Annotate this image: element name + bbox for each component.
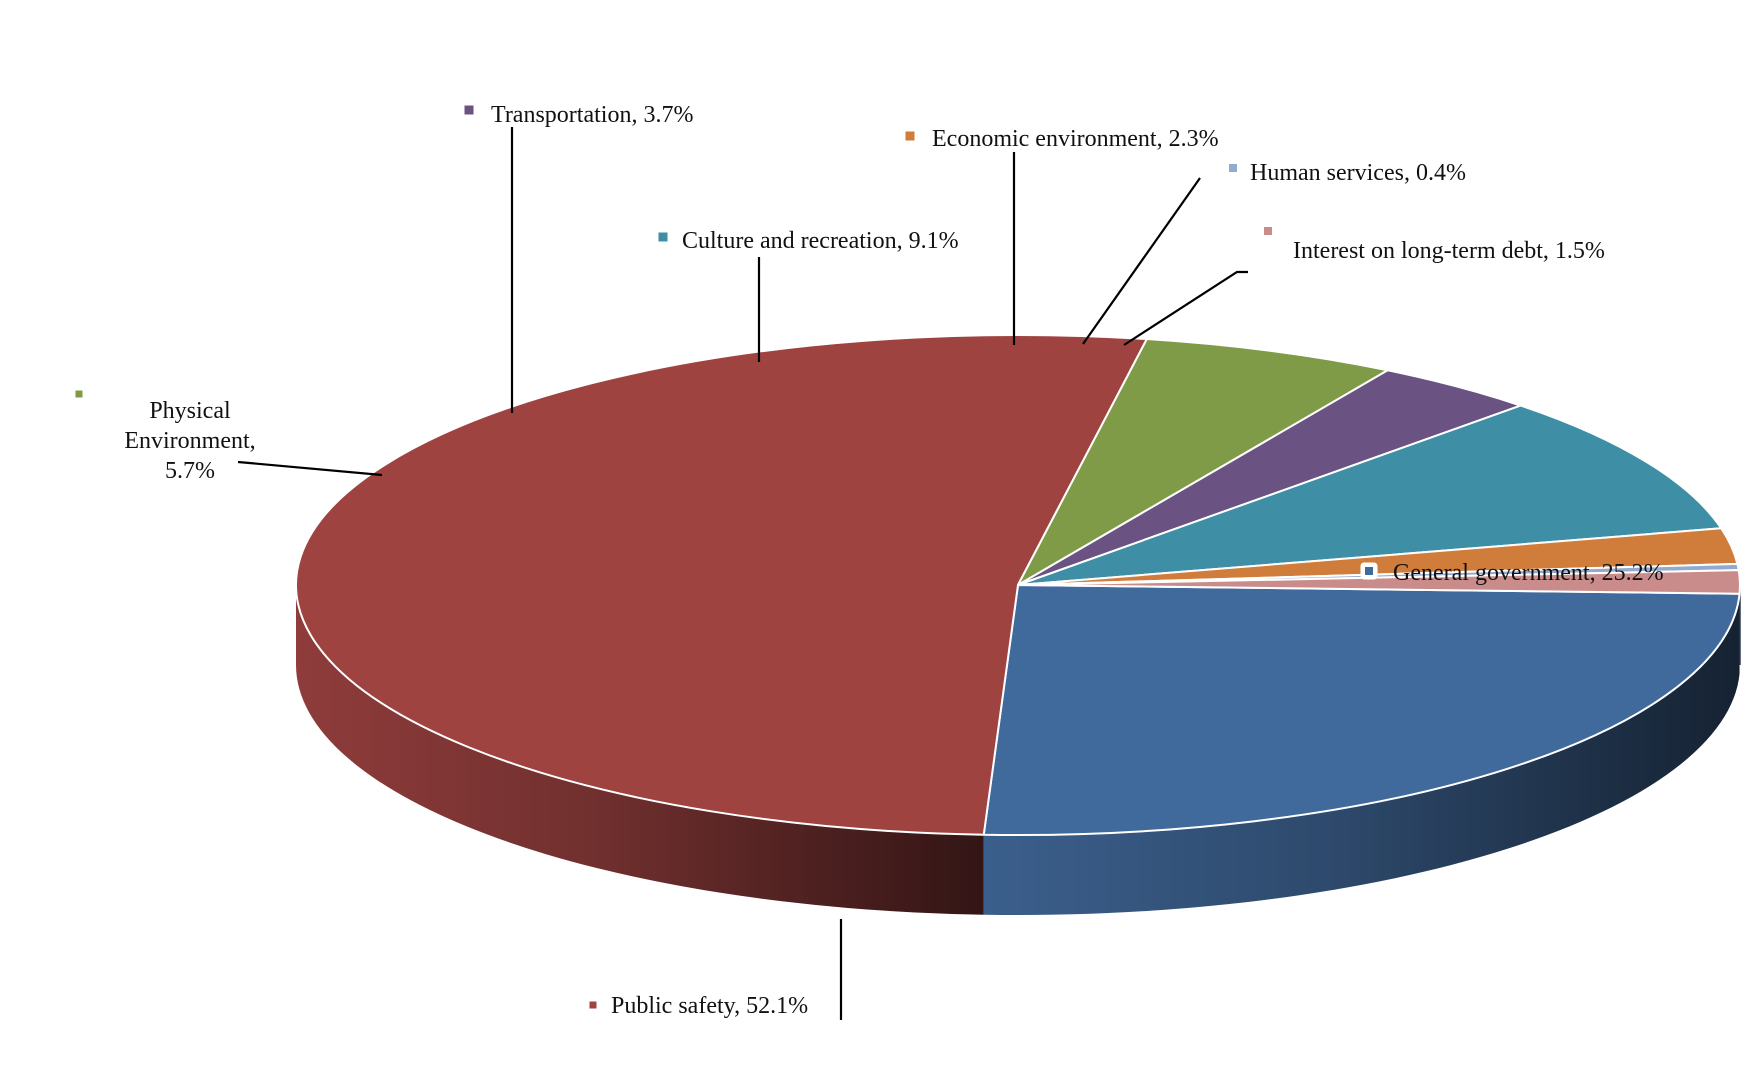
- legend-marker-physical-environment: [75, 390, 83, 398]
- leader-lines: [237, 127, 1248, 1020]
- data-label-transportation: Transportation, 3.7%: [491, 102, 693, 128]
- data-label-culture-and-recreation: Culture and recreation, 9.1%: [682, 228, 959, 254]
- leader-line-physical-environment: [237, 460, 383, 477]
- pie-slice-general-government: [982, 584, 1741, 836]
- data-label-public-safety: Public safety, 52.1%: [611, 993, 808, 1019]
- data-label-general-government: General government, 25.2%: [1393, 560, 1664, 586]
- data-labels: General government, 25.2% Public safety, …: [75, 102, 1664, 1019]
- data-label-interest-on-long-term-debt: Interest on long-term debt, 1.5%: [1293, 238, 1605, 264]
- pie-slices: [295, 334, 1741, 836]
- data-label-human-services: Human services, 0.4%: [1250, 160, 1466, 186]
- pie-slice-public-safety: [295, 334, 1148, 836]
- legend-marker-interest-on-long-term-debt: [1264, 227, 1272, 235]
- leader-line-interest-on-long-term-debt: [1123, 270, 1248, 346]
- pie-side-general-government: [983, 593, 1740, 915]
- legend-marker-culture-and-recreation: [658, 232, 668, 242]
- data-label-line: 5.7%: [165, 458, 215, 484]
- legend-marker-economic-environment: [905, 131, 915, 141]
- data-label-line: Environment,: [124, 428, 255, 454]
- data-label-line: Physical: [149, 398, 231, 424]
- pie-side-walls: [295, 585, 1741, 915]
- pie-slice-interest-on-long-term-debt: [1017, 569, 1741, 595]
- pie-side-public-safety: [295, 585, 984, 915]
- pie-slice-culture-and-recreation: [1017, 404, 1723, 586]
- legend-marker-public-safety: [589, 1001, 597, 1009]
- pie-slice-physical-environment: [1017, 338, 1389, 586]
- leader-line-human-services: [1082, 177, 1201, 345]
- legend-marker-transportation: [464, 105, 474, 115]
- data-label-physical-environment: Physical Environment, 5.7%: [124, 398, 255, 484]
- data-label-economic-environment: Economic environment, 2.3%: [932, 126, 1219, 152]
- legend-marker-human-services: [1229, 164, 1237, 172]
- legend-marker-inner-general-government: [1365, 567, 1373, 575]
